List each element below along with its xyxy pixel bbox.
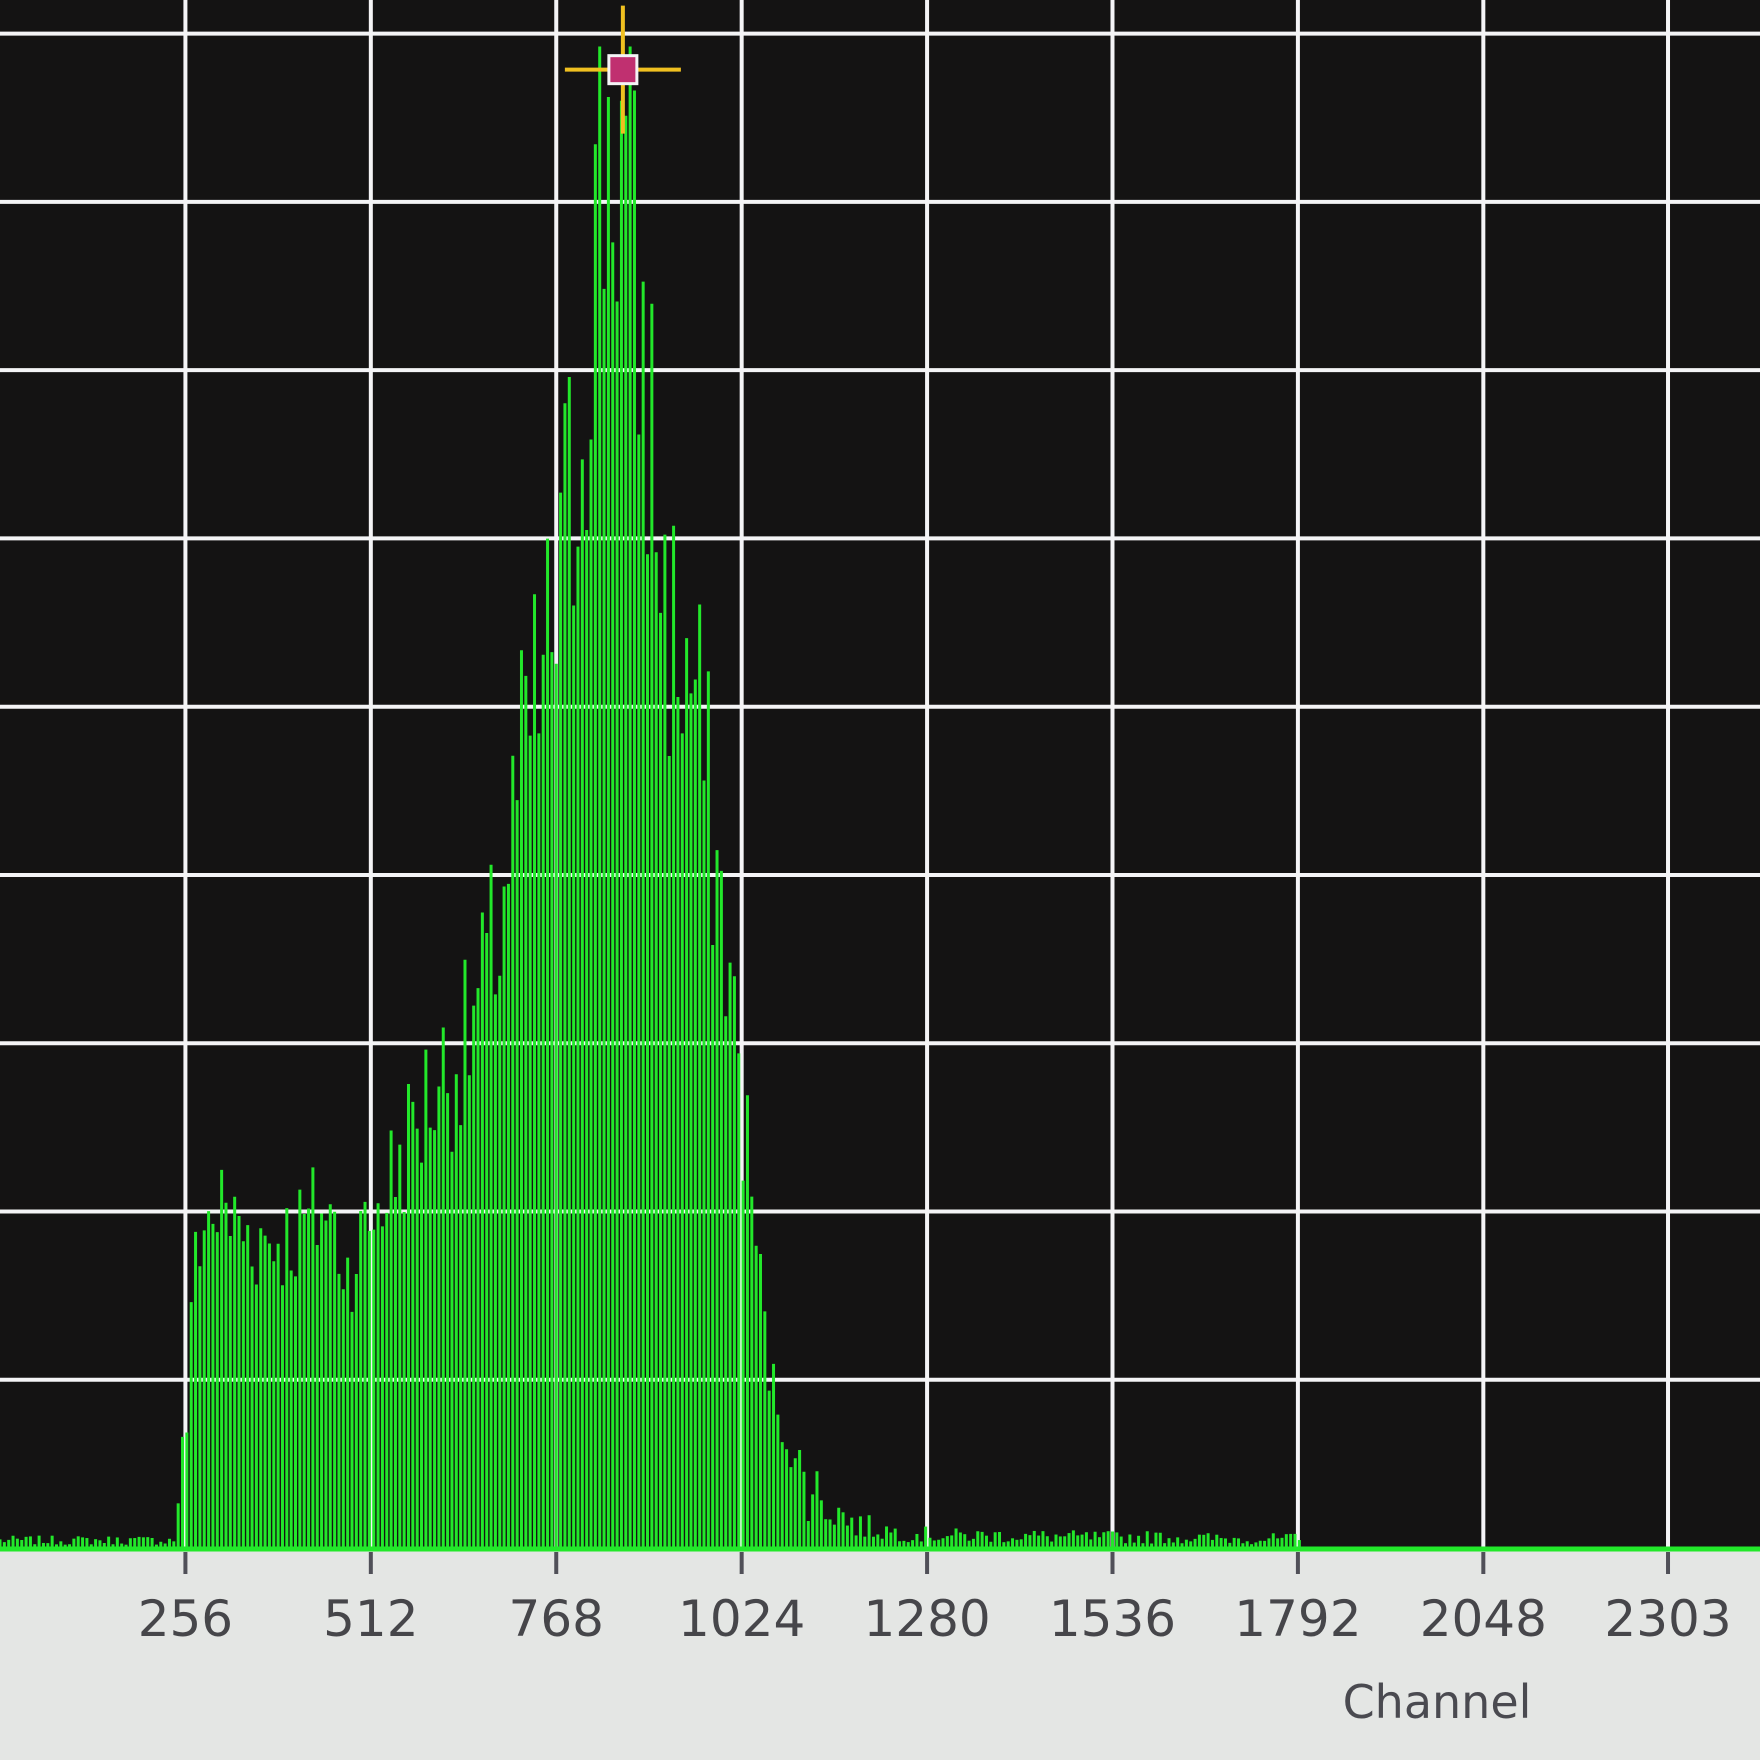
peak-cursor-marker[interactable]: [564, 5, 681, 134]
x-tick-label: 1280: [863, 1590, 990, 1648]
x-tick-label: 2048: [1420, 1590, 1547, 1648]
x-tick-label: 1536: [1049, 1590, 1176, 1648]
x-tick-label: 1792: [1234, 1590, 1361, 1648]
x-axis-ticks: 256 512 768 1024 1280 1536 1792 2048 2303: [138, 1552, 1732, 1648]
x-tick-label: 512: [323, 1590, 418, 1648]
histogram-bars: [0, 46, 1301, 1548]
x-tick-label: 256: [138, 1590, 233, 1648]
x-tick-label: 1024: [678, 1590, 805, 1648]
x-tick-label: 2303: [1604, 1590, 1731, 1648]
x-tick-label: 768: [509, 1590, 604, 1648]
marker-box: [607, 54, 639, 86]
plot-area: [0, 0, 1760, 1550]
grid: [0, 0, 1760, 1548]
x-axis-title: Channel: [1343, 1675, 1532, 1729]
